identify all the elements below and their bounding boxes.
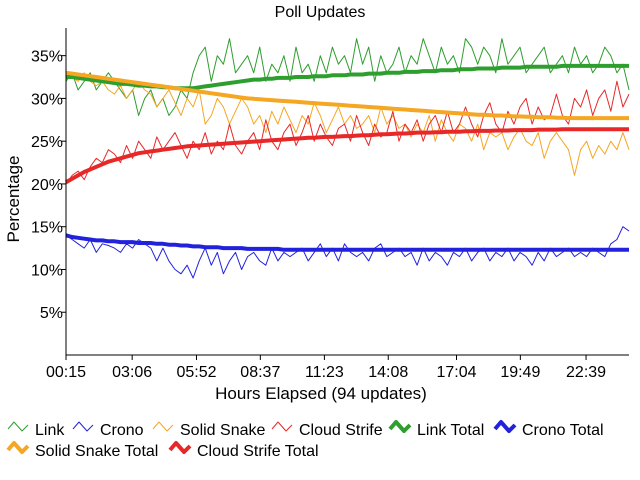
y-tick-label: 20% bbox=[31, 177, 63, 194]
legend-label-solid-snake: Solid Snake bbox=[180, 422, 265, 439]
series-line-cloud-strife-total bbox=[65, 127, 629, 184]
series-line-solid-snake bbox=[65, 72, 630, 176]
series-line-crono-total bbox=[65, 233, 629, 252]
legend-label-crono-total: Crono Total bbox=[522, 422, 604, 439]
legend-swatch-crono-total bbox=[493, 420, 517, 433]
series-line-crono bbox=[65, 226, 630, 279]
legend-label-solid-snake-total: Solid Snake Total bbox=[35, 443, 158, 460]
legend-item-solid-snake: Solid Snake bbox=[152, 421, 265, 439]
y-tick-label: 30% bbox=[31, 91, 63, 108]
legend-item-link: Link bbox=[7, 421, 65, 439]
y-tick-label: 25% bbox=[31, 134, 63, 151]
legend-label-cloud-strife: Cloud Strife bbox=[299, 422, 383, 439]
legend-item-solid-snake-total: Solid Snake Total bbox=[6, 441, 158, 460]
legend-item-crono-total: Crono Total bbox=[493, 420, 604, 439]
chart-title: Poll Updates bbox=[275, 4, 366, 21]
legend-swatch-link-total bbox=[388, 420, 412, 433]
legend-label-link: Link bbox=[35, 422, 65, 439]
x-axis: 00:15 03:06 05:52 08:37 11:23 14:08 17:04 19:49… bbox=[46, 354, 629, 381]
y-tick-label: 10% bbox=[31, 262, 63, 279]
series-line-cloud-strife bbox=[65, 80, 630, 185]
legend-label-crono: Crono bbox=[100, 422, 144, 439]
x-tick-label: 11:23 bbox=[305, 364, 344, 381]
x-tick-label: 14:08 bbox=[368, 364, 408, 381]
legend-swatch-link bbox=[7, 421, 29, 432]
y-axis-label: Percentage bbox=[4, 156, 23, 243]
x-tick-label: 08:37 bbox=[240, 364, 280, 381]
x-axis-label: Hours Elapsed (94 updates) bbox=[215, 384, 427, 403]
legend-item-cloud-strife: Cloud Strife bbox=[271, 421, 383, 439]
legend: Link Crono Solid Snake Cloud Strife Link Tot… bbox=[6, 420, 604, 460]
y-tick-label: 35% bbox=[31, 49, 63, 66]
legend-label-cloud-strife-total: Cloud Strife Total bbox=[197, 443, 319, 460]
plot-area bbox=[65, 38, 630, 279]
legend-swatch-cloud-strife bbox=[271, 421, 293, 432]
series-line-solid-snake-total bbox=[65, 70, 629, 121]
x-tick-label: 03:06 bbox=[112, 364, 152, 381]
legend-label-link-total: Link Total bbox=[417, 422, 484, 439]
legend-swatch-cloud-strife-total bbox=[168, 441, 192, 454]
legend-item-cloud-strife-total: Cloud Strife Total bbox=[168, 441, 319, 460]
y-tick-label: 5% bbox=[40, 305, 63, 322]
legend-item-link-total: Link Total bbox=[388, 420, 484, 439]
x-tick-label: 05:52 bbox=[176, 364, 216, 381]
x-tick-label: 00:15 bbox=[46, 364, 86, 381]
y-tick-label: 15% bbox=[31, 220, 63, 237]
legend-swatch-solid-snake bbox=[152, 421, 174, 432]
legend-item-crono: Crono bbox=[72, 421, 144, 439]
x-tick-label: 17:04 bbox=[436, 364, 476, 381]
legend-swatch-crono bbox=[72, 421, 94, 432]
legend-swatch-solid-snake-total bbox=[6, 441, 30, 454]
y-axis: 5% 10% 15% 20% 25% 30% 35% bbox=[31, 28, 67, 355]
x-tick-label: 22:39 bbox=[566, 364, 606, 381]
x-tick-label: 19:49 bbox=[500, 364, 540, 381]
